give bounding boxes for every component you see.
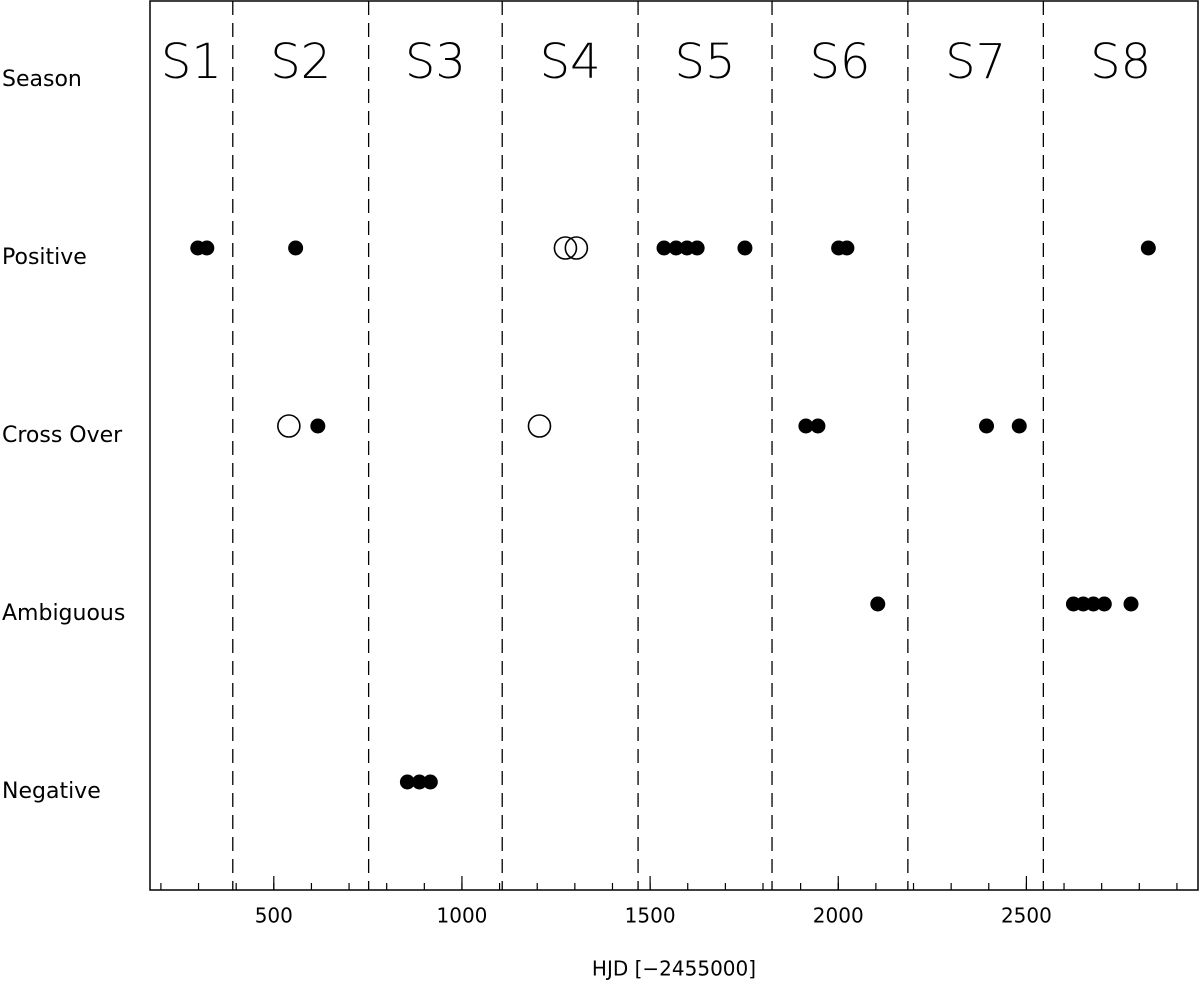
filled-point (199, 240, 215, 256)
filled-point (422, 774, 438, 790)
filled-point (1011, 418, 1027, 434)
filled-point (1140, 240, 1156, 256)
season-label: S5 (675, 34, 736, 90)
filled-point (288, 240, 304, 256)
filled-point (798, 418, 814, 434)
filled-point (870, 596, 886, 612)
filled-point (1096, 596, 1112, 612)
filled-point (979, 418, 995, 434)
x-tick-label: 1500 (625, 904, 676, 928)
x-axis-label: HJD [−2455000] (592, 957, 756, 981)
filled-point (411, 774, 427, 790)
season-label: S8 (1090, 34, 1151, 90)
season-label: S4 (540, 34, 601, 90)
open-point (277, 414, 301, 438)
filled-point (689, 240, 705, 256)
filled-point (737, 240, 753, 256)
open-point (553, 236, 578, 260)
plot-frame (149, 0, 1199, 891)
season-label: S6 (809, 34, 870, 90)
row-label: Cross Over (2, 423, 123, 448)
row-label: Positive (2, 245, 87, 270)
filled-point (399, 774, 415, 790)
filled-point (1123, 596, 1139, 612)
row-label: Season (2, 67, 82, 92)
season-label: S3 (405, 34, 466, 90)
x-tick-label: 1000 (437, 904, 488, 928)
open-point (527, 414, 552, 438)
open-point (564, 236, 589, 260)
filled-point (810, 418, 826, 434)
x-tick-label: 2000 (813, 904, 864, 928)
season-label: S2 (270, 34, 331, 90)
row-label: Negative (2, 779, 101, 804)
filled-point (310, 418, 326, 434)
filled-point (839, 240, 855, 256)
season-label: S7 (945, 34, 1006, 90)
x-tick-label: 500 (255, 904, 293, 928)
season-label: S1 (161, 34, 222, 90)
filled-point (668, 240, 684, 256)
filled-point (1085, 596, 1101, 612)
filled-point (656, 240, 672, 256)
x-tick-label: 2500 (1001, 904, 1052, 928)
row-label: Ambiguous (2, 601, 125, 626)
